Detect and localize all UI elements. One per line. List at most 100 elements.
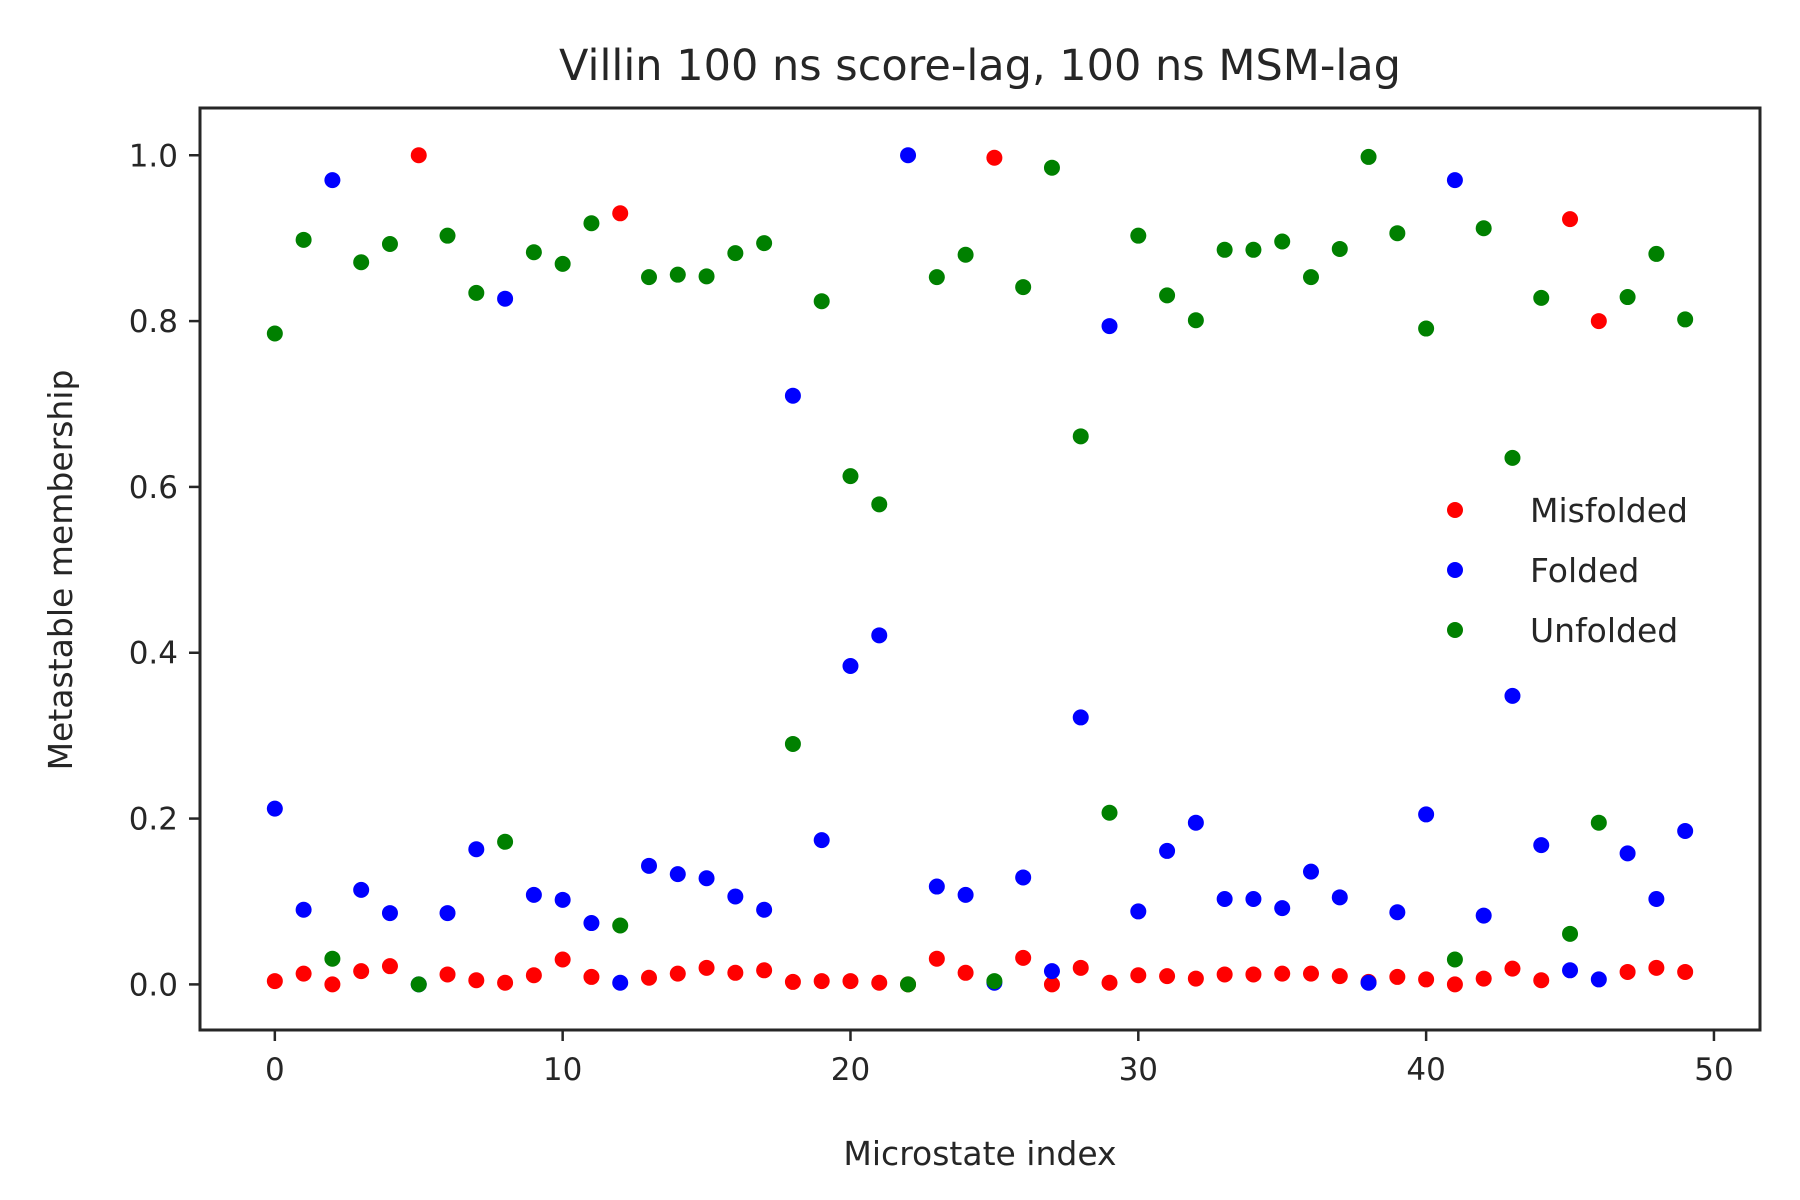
- point-unfolded-41: [1446, 951, 1463, 968]
- point-misfolded-1: [295, 965, 312, 982]
- point-folded-18: [784, 387, 801, 404]
- point-unfolded-46: [1590, 814, 1607, 831]
- legend-marker-misfolded: [1447, 502, 1463, 518]
- point-folded-24: [957, 886, 974, 903]
- point-misfolded-7: [468, 972, 485, 989]
- point-misfolded-39: [1389, 968, 1406, 985]
- point-misfolded-18: [784, 973, 801, 990]
- point-folded-42: [1475, 907, 1492, 924]
- point-misfolded-8: [497, 974, 514, 991]
- x-tick-label: 50: [1694, 1052, 1733, 1088]
- point-misfolded-16: [727, 964, 744, 981]
- point-misfolded-4: [381, 958, 398, 975]
- y-tick-label: 0.6: [129, 470, 178, 506]
- point-misfolded-0: [266, 973, 283, 990]
- point-misfolded-44: [1533, 972, 1550, 989]
- y-axis-label: Metastable membership: [41, 370, 80, 771]
- point-misfolded-37: [1331, 968, 1348, 985]
- point-misfolded-41: [1446, 976, 1463, 993]
- x-tick-label: 40: [1406, 1052, 1445, 1088]
- point-folded-22: [900, 147, 917, 164]
- point-misfolded-3: [353, 963, 370, 980]
- y-tick-label: 0.0: [129, 967, 178, 1003]
- point-folded-19: [813, 832, 830, 849]
- point-unfolded-27: [1043, 159, 1060, 176]
- point-misfolded-20: [842, 973, 859, 990]
- point-misfolded-9: [525, 967, 542, 984]
- point-folded-46: [1590, 971, 1607, 988]
- point-unfolded-15: [698, 268, 715, 285]
- point-unfolded-37: [1331, 240, 1348, 257]
- point-unfolded-44: [1533, 289, 1550, 306]
- point-folded-47: [1619, 845, 1636, 862]
- point-unfolded-4: [381, 235, 398, 252]
- point-misfolded-35: [1274, 965, 1291, 982]
- point-unfolded-22: [900, 976, 917, 993]
- point-misfolded-2: [324, 976, 341, 993]
- point-folded-48: [1648, 890, 1665, 907]
- point-misfolded-10: [554, 951, 571, 968]
- point-unfolded-11: [583, 215, 600, 232]
- point-unfolded-21: [871, 496, 888, 513]
- point-unfolded-36: [1302, 269, 1319, 286]
- legend-label-unfolded: Unfolded: [1530, 611, 1678, 650]
- x-axis-label: Microstate index: [843, 1134, 1116, 1173]
- point-folded-9: [525, 886, 542, 903]
- point-unfolded-49: [1677, 311, 1694, 328]
- point-unfolded-47: [1619, 289, 1636, 306]
- x-tick-label: 0: [265, 1052, 285, 1088]
- x-tick-label: 20: [831, 1052, 870, 1088]
- point-folded-28: [1072, 709, 1089, 726]
- point-folded-3: [353, 881, 370, 898]
- point-misfolded-17: [756, 962, 773, 979]
- legend-marker-unfolded: [1447, 622, 1463, 638]
- point-unfolded-48: [1648, 245, 1665, 262]
- point-folded-8: [497, 290, 514, 307]
- y-tick-label: 0.4: [129, 636, 178, 672]
- point-unfolded-32: [1187, 312, 1204, 329]
- point-misfolded-48: [1648, 959, 1665, 976]
- point-unfolded-7: [468, 284, 485, 301]
- point-unfolded-26: [1015, 279, 1032, 296]
- point-folded-15: [698, 870, 715, 887]
- point-misfolded-24: [957, 964, 974, 981]
- point-folded-20: [842, 658, 859, 675]
- point-misfolded-46: [1590, 313, 1607, 330]
- point-unfolded-8: [497, 833, 514, 850]
- point-misfolded-36: [1302, 965, 1319, 982]
- point-unfolded-29: [1101, 804, 1118, 821]
- point-folded-41: [1446, 172, 1463, 189]
- point-unfolded-18: [784, 735, 801, 752]
- plot-area-frame: [198, 106, 1762, 1032]
- x-tick-label: 30: [1119, 1052, 1158, 1088]
- point-misfolded-34: [1245, 966, 1262, 983]
- point-misfolded-32: [1187, 970, 1204, 987]
- point-unfolded-30: [1130, 227, 1147, 244]
- point-misfolded-6: [439, 966, 456, 983]
- y-tick-label: 0.2: [129, 802, 178, 838]
- point-misfolded-11: [583, 968, 600, 985]
- point-folded-32: [1187, 814, 1204, 831]
- point-unfolded-43: [1504, 449, 1521, 466]
- point-unfolded-2: [324, 950, 341, 967]
- point-unfolded-31: [1159, 287, 1176, 304]
- point-folded-38: [1360, 974, 1377, 991]
- point-unfolded-0: [266, 325, 283, 342]
- x-tick-label: 10: [543, 1052, 582, 1088]
- legend-label-folded: Folded: [1530, 551, 1639, 590]
- point-misfolded-25: [986, 149, 1003, 166]
- point-unfolded-34: [1245, 241, 1262, 258]
- point-folded-31: [1159, 842, 1176, 859]
- point-unfolded-23: [928, 269, 945, 286]
- point-unfolded-38: [1360, 148, 1377, 165]
- point-unfolded-19: [813, 293, 830, 310]
- legend: Misfolded Folded Unfolded: [1447, 491, 1688, 650]
- y-tick-label: 1.0: [129, 138, 178, 174]
- point-misfolded-21: [871, 974, 888, 991]
- point-folded-27: [1043, 963, 1060, 980]
- point-misfolded-33: [1216, 966, 1233, 983]
- point-misfolded-42: [1475, 970, 1492, 987]
- point-folded-23: [928, 878, 945, 895]
- point-folded-2: [324, 172, 341, 189]
